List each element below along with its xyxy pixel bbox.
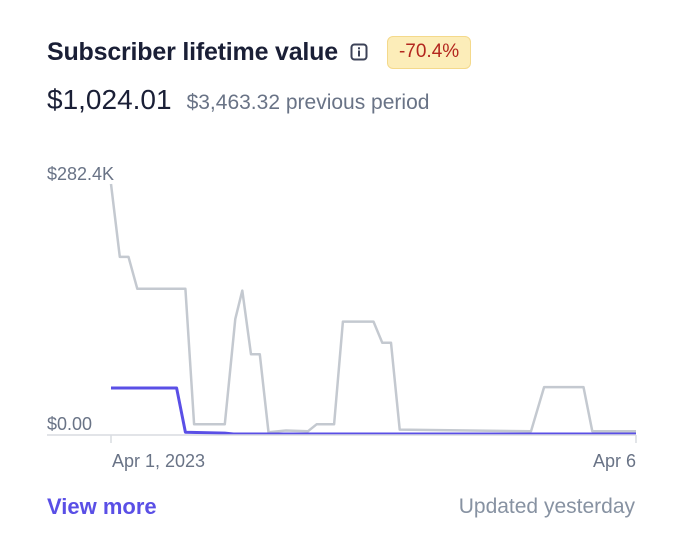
card-header: Subscriber lifetime value -70.4% — [47, 34, 472, 70]
y-tick-label-max: $282.4K — [47, 164, 114, 184]
previous-period-line — [109, 183, 636, 434]
updated-label: Updated yesterday — [458, 495, 635, 518]
view-more-link[interactable]: View more — [47, 494, 157, 519]
current-period-line — [111, 386, 636, 436]
card-title: Subscriber lifetime value — [47, 37, 338, 66]
x-tick-label-start: Apr 1, 2023 — [112, 451, 205, 471]
y-tick-label-zero: $0.00 — [47, 414, 92, 434]
info-icon[interactable] — [350, 43, 368, 61]
current-value: $1,024.01 — [47, 84, 172, 115]
x-tick-label-end: Apr 6 — [593, 451, 636, 471]
value-summary: $1,024.01 $3,463.32 previous period — [47, 84, 429, 116]
change-badge: -70.4% — [386, 35, 472, 69]
previous-value: $3,463.32 previous period — [186, 91, 430, 114]
